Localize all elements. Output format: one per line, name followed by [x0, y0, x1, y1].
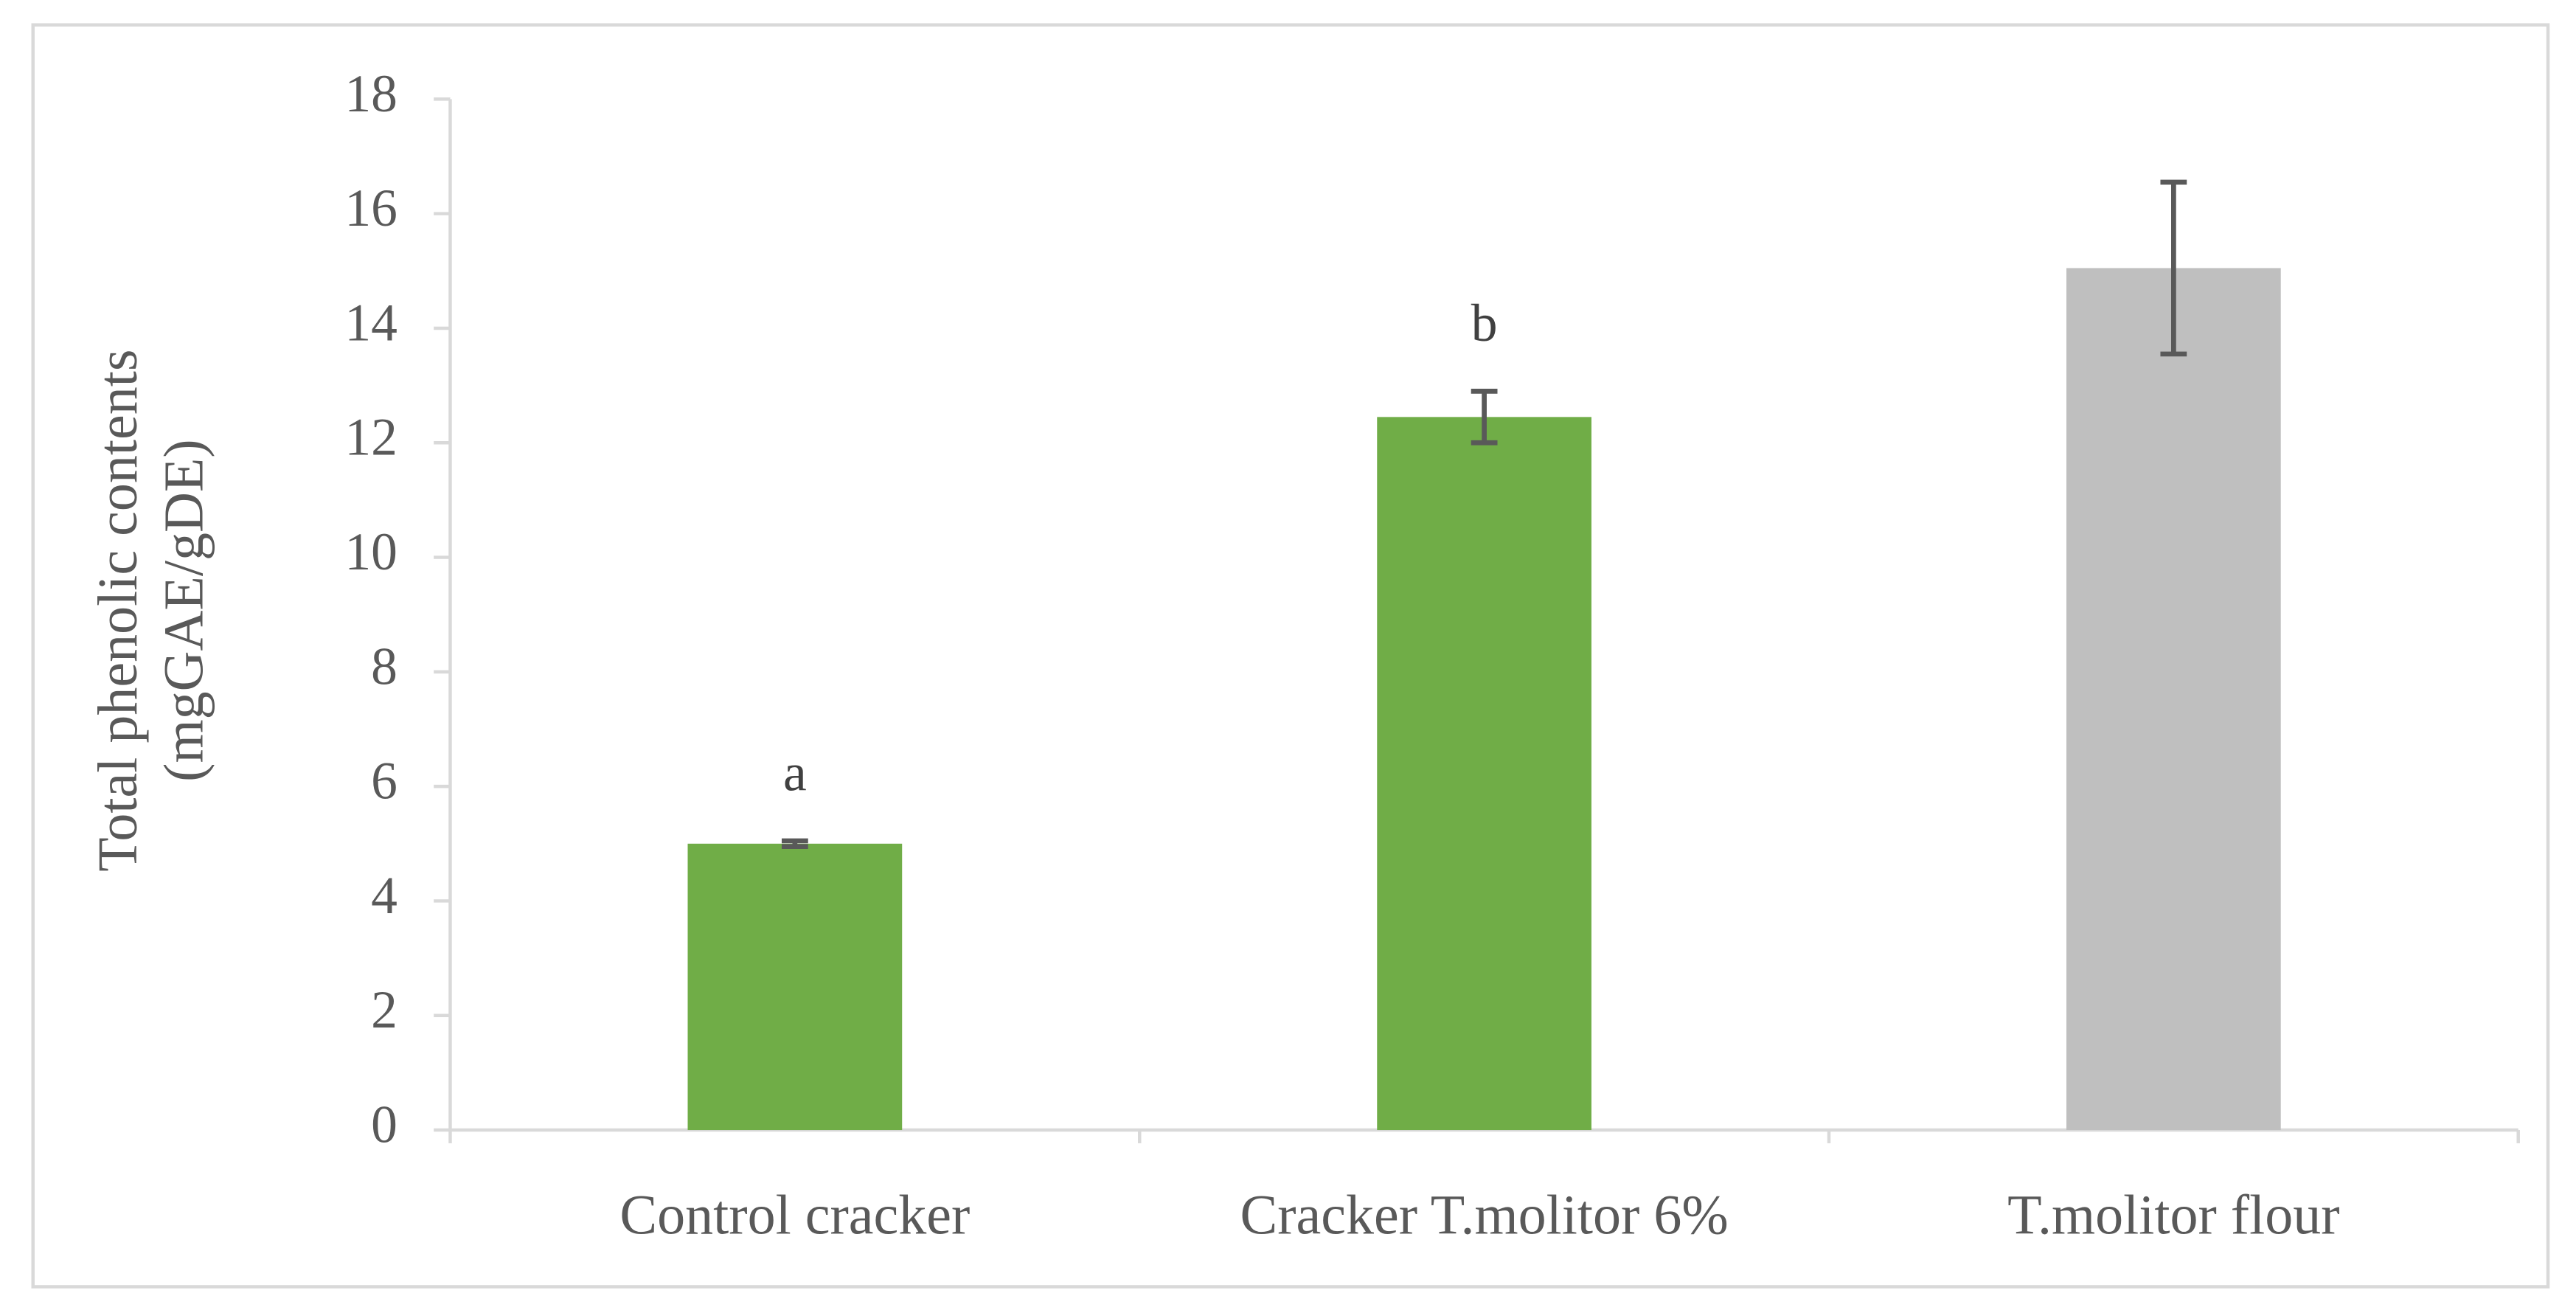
x-tick-label: Control cracker: [619, 1184, 970, 1246]
group-label: b: [1471, 294, 1498, 353]
x-tick-label: T.molitor flour: [2007, 1184, 2339, 1246]
y-tick-label: 16: [344, 179, 397, 238]
y-tick-label: 18: [344, 65, 397, 123]
bar: [687, 843, 903, 1131]
y-tick-label: 2: [371, 981, 397, 1039]
bar: [2066, 268, 2281, 1131]
error-bar: [1471, 389, 1498, 446]
y-tick-label: 10: [344, 523, 397, 581]
y-tick-label: 0: [371, 1095, 397, 1154]
y-axis-title-line: (mgGAE/gDE): [153, 439, 215, 781]
y-axis-title: Total phenolic contents (mgGAE/gDE): [87, 350, 215, 872]
group-label: a: [783, 744, 807, 802]
y-tick-label: 14: [344, 294, 397, 352]
error-bar: [781, 838, 808, 850]
y-axis-title-line: Total phenolic contents: [87, 350, 149, 872]
y-tick-label: 6: [371, 752, 397, 811]
y-tick-label: 4: [371, 867, 397, 925]
x-tick-label: Cracker T.molitor 6%: [1240, 1184, 1729, 1246]
error-bar: [2160, 179, 2187, 357]
y-tick-label: 8: [371, 637, 397, 696]
bar: [1377, 417, 1591, 1131]
y-tick-label: 12: [344, 409, 397, 467]
